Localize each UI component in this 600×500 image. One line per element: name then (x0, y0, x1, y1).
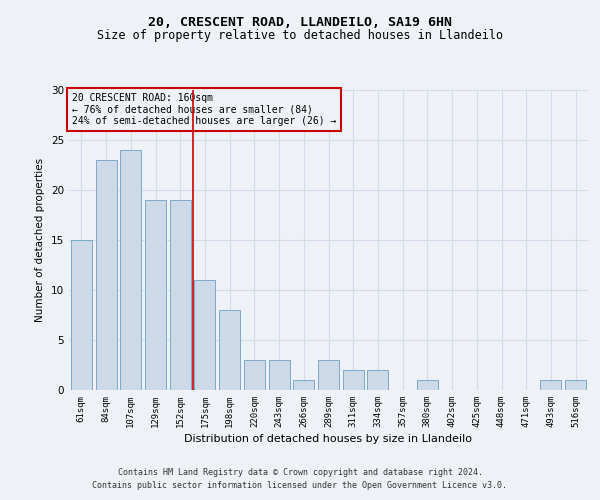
Bar (194, 280, 215, 390)
Y-axis label: Number of detached properties: Number of detached properties (35, 158, 46, 322)
Bar (318, 360, 339, 390)
Bar (244, 360, 265, 390)
Bar (343, 370, 364, 390)
X-axis label: Distribution of detached houses by size in Llandeilo: Distribution of detached houses by size … (185, 434, 473, 444)
Bar (367, 370, 388, 390)
Bar (145, 200, 166, 390)
Bar (95, 160, 116, 390)
Bar (293, 380, 314, 390)
Bar (219, 310, 240, 390)
Text: Contains HM Land Registry data © Crown copyright and database right 2024.: Contains HM Land Registry data © Crown c… (118, 468, 482, 477)
Text: 20, CRESCENT ROAD, LLANDEILO, SA19 6HN: 20, CRESCENT ROAD, LLANDEILO, SA19 6HN (148, 16, 452, 29)
Bar (120, 150, 141, 390)
Bar (417, 380, 438, 390)
Text: Size of property relative to detached houses in Llandeilo: Size of property relative to detached ho… (97, 28, 503, 42)
Bar (541, 380, 562, 390)
Bar (170, 200, 191, 390)
Text: 20 CRESCENT ROAD: 160sqm
← 76% of detached houses are smaller (84)
24% of semi-d: 20 CRESCENT ROAD: 160sqm ← 76% of detach… (71, 93, 336, 126)
Text: Contains public sector information licensed under the Open Government Licence v3: Contains public sector information licen… (92, 480, 508, 490)
Bar (565, 380, 586, 390)
Bar (71, 240, 92, 390)
Bar (269, 360, 290, 390)
